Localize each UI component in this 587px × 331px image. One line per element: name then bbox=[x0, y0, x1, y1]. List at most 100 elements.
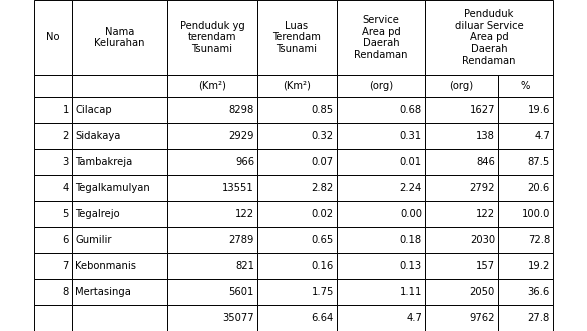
Text: (org): (org) bbox=[450, 81, 474, 91]
Text: Gumilir: Gumilir bbox=[75, 235, 112, 245]
Text: 4.7: 4.7 bbox=[534, 131, 550, 141]
Bar bbox=[257, 75, 337, 97]
Bar bbox=[257, 97, 337, 123]
Text: 100.0: 100.0 bbox=[522, 209, 550, 219]
Bar bbox=[167, 305, 257, 331]
Bar bbox=[425, 97, 498, 123]
Bar bbox=[34, 97, 72, 123]
Text: 0.65: 0.65 bbox=[312, 235, 334, 245]
Text: No: No bbox=[46, 32, 60, 42]
Text: Luas
Terendam
Tsunami: Luas Terendam Tsunami bbox=[272, 21, 322, 54]
Bar bbox=[257, 123, 337, 149]
Text: 20.6: 20.6 bbox=[528, 183, 550, 193]
Text: 1.11: 1.11 bbox=[400, 287, 422, 297]
Bar bbox=[498, 253, 553, 279]
Text: 4.7: 4.7 bbox=[406, 313, 422, 323]
Bar bbox=[34, 305, 72, 331]
Bar bbox=[425, 201, 498, 227]
Bar bbox=[425, 149, 498, 175]
Bar bbox=[167, 123, 257, 149]
Text: 8298: 8298 bbox=[229, 105, 254, 115]
Text: 122: 122 bbox=[235, 209, 254, 219]
Bar bbox=[257, 279, 337, 305]
Text: Cilacap: Cilacap bbox=[75, 105, 112, 115]
Bar bbox=[257, 175, 337, 201]
Bar bbox=[257, 227, 337, 253]
Bar bbox=[72, 175, 167, 201]
Bar bbox=[425, 227, 498, 253]
Bar bbox=[425, 175, 498, 201]
Text: 0.01: 0.01 bbox=[400, 157, 422, 167]
Text: 36.6: 36.6 bbox=[528, 287, 550, 297]
Text: 19.6: 19.6 bbox=[528, 105, 550, 115]
Text: 5: 5 bbox=[63, 209, 69, 219]
Text: 138: 138 bbox=[476, 131, 495, 141]
Bar bbox=[34, 253, 72, 279]
Text: 3: 3 bbox=[63, 157, 69, 167]
Text: 35077: 35077 bbox=[222, 313, 254, 323]
Bar bbox=[257, 253, 337, 279]
Bar bbox=[72, 253, 167, 279]
Bar bbox=[498, 149, 553, 175]
Text: Penduduk
diluar Service
Area pd
Daerah
Rendaman: Penduduk diluar Service Area pd Daerah R… bbox=[454, 9, 524, 66]
Bar bbox=[167, 0, 257, 75]
Text: 7: 7 bbox=[63, 261, 69, 271]
Text: 2.82: 2.82 bbox=[312, 183, 334, 193]
Text: 0.32: 0.32 bbox=[312, 131, 334, 141]
Text: 27.8: 27.8 bbox=[528, 313, 550, 323]
Bar bbox=[425, 279, 498, 305]
Text: (Km²): (Km²) bbox=[283, 81, 311, 91]
Text: 5601: 5601 bbox=[228, 287, 254, 297]
Text: 0.00: 0.00 bbox=[400, 209, 422, 219]
Bar bbox=[72, 149, 167, 175]
Bar bbox=[425, 0, 553, 75]
Text: Sidakaya: Sidakaya bbox=[75, 131, 120, 141]
Bar bbox=[72, 97, 167, 123]
Text: (Km²): (Km²) bbox=[198, 81, 226, 91]
Text: 1.75: 1.75 bbox=[312, 287, 334, 297]
Bar bbox=[72, 201, 167, 227]
Text: 2792: 2792 bbox=[470, 183, 495, 193]
Bar bbox=[72, 75, 167, 97]
Text: 2030: 2030 bbox=[470, 235, 495, 245]
Bar bbox=[72, 227, 167, 253]
Bar bbox=[337, 123, 425, 149]
Bar bbox=[167, 75, 257, 97]
Bar bbox=[167, 149, 257, 175]
Bar bbox=[337, 227, 425, 253]
Bar bbox=[34, 201, 72, 227]
Bar bbox=[72, 305, 167, 331]
Text: 846: 846 bbox=[476, 157, 495, 167]
Text: 72.8: 72.8 bbox=[528, 235, 550, 245]
Bar bbox=[425, 123, 498, 149]
Bar bbox=[257, 305, 337, 331]
Bar bbox=[498, 175, 553, 201]
Text: Tegalrejo: Tegalrejo bbox=[75, 209, 120, 219]
Text: Service
Area pd
Daerah
Rendaman: Service Area pd Daerah Rendaman bbox=[354, 15, 408, 60]
Text: 4: 4 bbox=[63, 183, 69, 193]
Text: 1: 1 bbox=[63, 105, 69, 115]
Bar bbox=[337, 0, 425, 75]
Bar bbox=[337, 149, 425, 175]
Bar bbox=[167, 227, 257, 253]
Bar bbox=[167, 97, 257, 123]
Bar bbox=[167, 201, 257, 227]
Bar bbox=[498, 201, 553, 227]
Bar bbox=[167, 253, 257, 279]
Text: %: % bbox=[521, 81, 530, 91]
Bar bbox=[425, 75, 498, 97]
Text: Nama
Kelurahan: Nama Kelurahan bbox=[95, 27, 145, 48]
Bar bbox=[337, 305, 425, 331]
Bar bbox=[337, 75, 425, 97]
Text: 6: 6 bbox=[63, 235, 69, 245]
Bar bbox=[34, 0, 72, 75]
Bar bbox=[34, 75, 72, 97]
Text: 0.02: 0.02 bbox=[312, 209, 334, 219]
Text: 0.16: 0.16 bbox=[312, 261, 334, 271]
Text: 122: 122 bbox=[476, 209, 495, 219]
Bar bbox=[34, 279, 72, 305]
Text: Penduduk yg
terendam
Tsunami: Penduduk yg terendam Tsunami bbox=[180, 21, 244, 54]
Text: 2.24: 2.24 bbox=[400, 183, 422, 193]
Bar bbox=[337, 279, 425, 305]
Text: 0.85: 0.85 bbox=[312, 105, 334, 115]
